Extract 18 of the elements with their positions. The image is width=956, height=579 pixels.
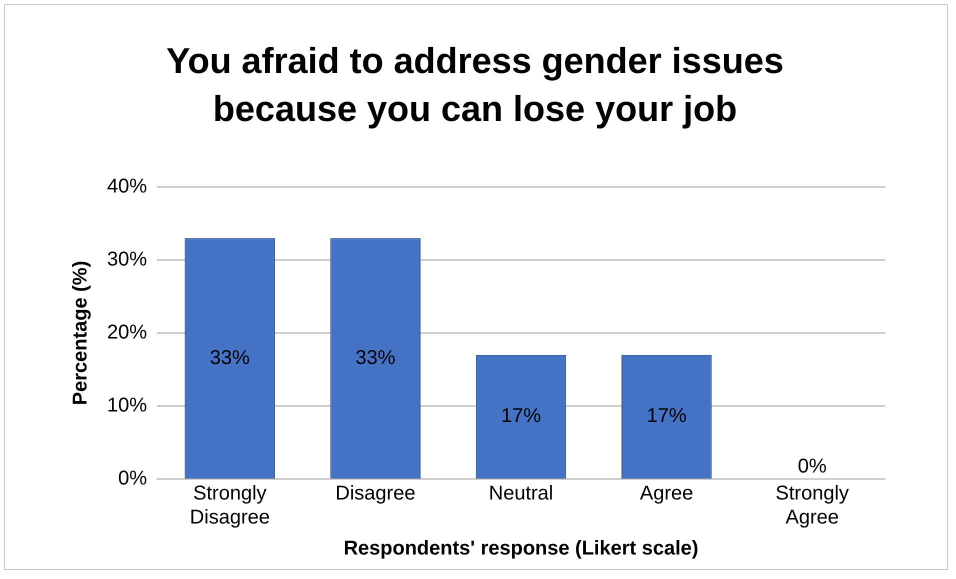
x-tick-label: Strongly Agree	[776, 482, 849, 529]
data-label: 17%	[501, 405, 542, 428]
x-tick-label: Disagree	[335, 482, 416, 505]
x-axis-title: Respondents' response (Likert scale)	[344, 538, 698, 560]
data-label: 33%	[355, 346, 396, 369]
y-tick-label: 30%	[107, 248, 148, 271]
x-tick-label: Agree	[640, 482, 694, 505]
data-label: 17%	[646, 405, 687, 428]
y-tick-label: 0%	[118, 468, 148, 490]
data-label: 0%	[798, 456, 827, 478]
y-tick-label: 10%	[107, 394, 148, 417]
x-tick-label: Strongly Disagree	[190, 482, 270, 529]
y-tick-label: 40%	[107, 176, 148, 198]
x-tick-label: Neutral	[488, 482, 554, 505]
y-tick-label: 20%	[107, 322, 148, 344]
data-label: 33%	[210, 346, 250, 369]
y-axis-title: Percentage (%)	[70, 260, 92, 406]
chart-title: You afraid to address gender issues because you can lose your job	[165, 39, 785, 131]
